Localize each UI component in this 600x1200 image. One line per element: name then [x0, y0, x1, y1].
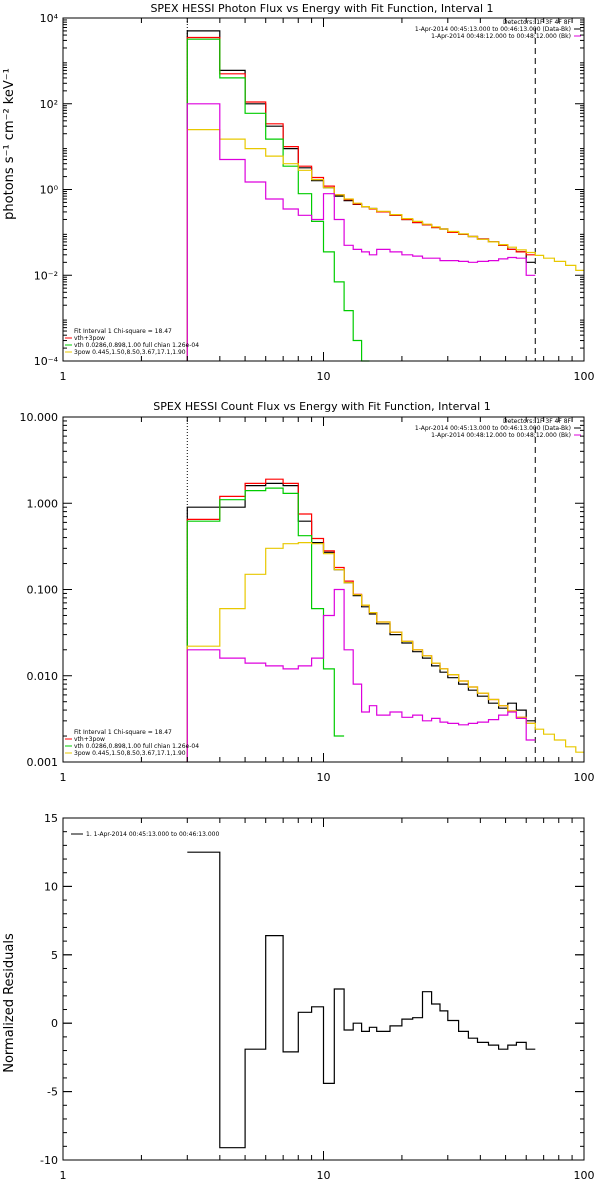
series-line-0: [186, 482, 536, 762]
range-markers: [186, 18, 536, 361]
y-tick-label: 10⁻⁴: [34, 355, 59, 368]
legend-entry-vth-0-0286-0-898-1-00-fu: vth 0.0286,0.898,1.00 full chian 1.26e-0…: [74, 743, 199, 750]
range-markers: [186, 417, 536, 762]
x-tick-label: 1: [60, 771, 67, 784]
y-tick-label: 10⁰: [40, 184, 59, 197]
series-line-1: [186, 478, 536, 762]
y-tick-label: 0.001: [27, 756, 59, 769]
photon-flux-panel: SPEX HESSI Photon Flux vs Energy with Fi…: [2, 2, 595, 383]
x-tick-label: 100: [574, 370, 595, 383]
data-series: [186, 478, 584, 762]
x-tick-label: 10: [317, 771, 331, 784]
x-tick-label: 10: [317, 1169, 331, 1182]
series-line-4: [186, 103, 536, 361]
plot-frame: [62, 817, 585, 1161]
series-line-3: [186, 129, 584, 361]
data-series: [187, 851, 536, 1149]
x-tick-label: 100: [574, 771, 595, 784]
y-tick-label: 5: [51, 949, 58, 962]
legend-entry: 1. 1-Apr-2014 00:45:13.000 to 00:46:13.0…: [86, 831, 219, 838]
legend-entry-3pow-0-445-1-50-8-50-3-6: 3pow 0.445,1.50,8.50,3.67,17.1,1.90: [74, 750, 186, 757]
legend-entry-fit-interval-1-chi-squar: Fit Interval 1 Chi-square = 18.47: [74, 729, 172, 736]
series-line-0: [187, 851, 536, 1149]
data-series: [186, 30, 584, 362]
x-tick-label: 100: [574, 1169, 595, 1182]
legend-top-right: Detectors: 1F 3F 4F 8F1-Apr-2014 00:45:1…: [415, 418, 581, 439]
y-tick-label: 10⁴: [40, 12, 59, 25]
legend-entry-vth-3pow: vth+3pow: [74, 335, 105, 342]
legend-entry-vth-3pow: vth+3pow: [74, 736, 105, 743]
y-tick-label: 0.010: [27, 670, 59, 683]
series-line-4: [186, 588, 536, 762]
x-tick-label: 10: [317, 370, 331, 383]
legend-entry-1-apr-2014-00-45-13-000-: 1-Apr-2014 00:45:13.000 to 00:46:13.000 …: [415, 26, 571, 33]
y-axis-label: Normalized Residuals: [2, 933, 17, 1073]
legend-bottom-left: Fit Interval 1 Chi-square = 18.47vth+3po…: [65, 328, 199, 356]
series-line-2: [186, 38, 370, 362]
y-tick-label: 0: [51, 1017, 58, 1030]
plot-frame: [62, 416, 585, 763]
count-flux-panel: SPEX HESSI Count Flux vs Energy with Fit…: [20, 400, 595, 784]
x-tick-label: 1: [60, 370, 67, 383]
chart-title: SPEX HESSI Photon Flux vs Energy with Fi…: [150, 2, 493, 15]
y-tick-label: 10.000: [20, 411, 59, 424]
legend-entry-detectors-1f-3f-4f-8f: Detectors: 1F 3F 4F 8F: [503, 418, 572, 425]
legend-top-right: Detectors: 1F 3F 4F 8F1-Apr-2014 00:45:1…: [415, 19, 581, 40]
y-tick-label: 10⁻²: [34, 269, 58, 282]
y-tick-label: 10²: [40, 98, 58, 111]
plot-frame: [62, 17, 585, 362]
y-tick-label: 10: [44, 880, 58, 893]
y-tick-label: -10: [40, 1154, 58, 1167]
axis-ticks: 1 10 100 10⁻⁴ 10⁻² 10⁰ 10² 10⁴: [34, 12, 595, 383]
axis-ticks: 1 10 100 0.001 0.010 0.100 1.000 10.000: [20, 411, 595, 784]
y-tick-label: 0.100: [27, 584, 59, 597]
x-tick-label: 1: [60, 1169, 67, 1182]
legend-entry-vth-0-0286-0-898-1-00-fu: vth 0.0286,0.898,1.00 full chian 1.26e-0…: [74, 342, 199, 349]
series-line-3: [186, 542, 584, 762]
legend-entry-fit-interval-1-chi-squar: Fit Interval 1 Chi-square = 18.47: [74, 328, 172, 335]
legend-entry-1-apr-2014-00-48-12-000-: 1-Apr-2014 00:48:12.000 to 00:48:12.000 …: [431, 33, 571, 40]
series-line-2: [186, 487, 345, 762]
y-axis-label: photons s⁻¹ cm⁻² keV⁻¹: [2, 68, 17, 220]
legend-entry-1-apr-2014-00-45-13-000-: 1-Apr-2014 00:45:13.000 to 00:46:13.000 …: [415, 425, 571, 432]
y-tick-label: 15: [44, 812, 58, 825]
legend-entry-detectors-1f-3f-4f-8f: Detectors: 1F 3F 4F 8F: [503, 19, 572, 26]
legend-entry-3pow-0-445-1-50-8-50-3-6: 3pow 0.445,1.50,8.50,3.67,17.1,1.90: [74, 349, 186, 356]
y-tick-label: -5: [47, 1086, 58, 1099]
legend-top-left: 1. 1-Apr-2014 00:45:13.000 to 00:46:13.0…: [71, 831, 219, 838]
axis-ticks: 1 10 100 -10 -5 0 5 10 15: [40, 812, 594, 1182]
chart-title: SPEX HESSI Count Flux vs Energy with Fit…: [153, 400, 490, 413]
y-tick-label: 1.000: [27, 497, 59, 510]
legend-bottom-left: Fit Interval 1 Chi-square = 18.47vth+3po…: [65, 729, 199, 757]
legend-entry-1-apr-2014-00-48-12-000-: 1-Apr-2014 00:48:12.000 to 00:48:12.000 …: [431, 432, 571, 439]
residuals-panel: Normalized Residuals 1 10 100 -10 -5 0 5 10 15 1…: [2, 812, 595, 1182]
series-line-1: [186, 36, 536, 361]
series-line-0: [186, 30, 536, 361]
